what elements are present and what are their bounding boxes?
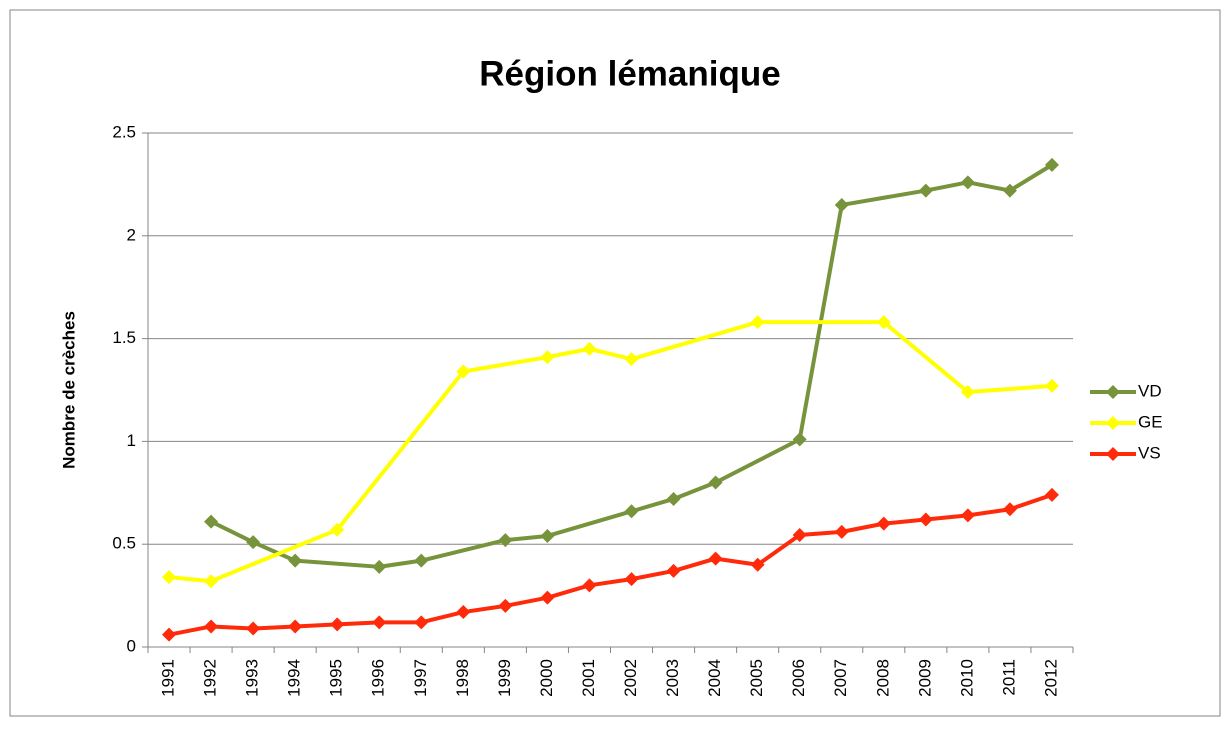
x-tick-label: 1999 <box>495 659 514 697</box>
legend-label: VD <box>1138 381 1162 400</box>
x-tick-label: 2009 <box>915 659 934 697</box>
y-tick-label: 0.5 <box>112 534 136 553</box>
x-tick-label: 1998 <box>453 659 472 697</box>
data-point <box>792 527 807 542</box>
legend-marker <box>1106 385 1120 399</box>
data-point <box>330 617 345 632</box>
data-point <box>1044 157 1059 172</box>
x-tick-label: 2001 <box>579 659 598 697</box>
data-point <box>1044 487 1059 502</box>
data-point <box>1044 378 1059 393</box>
data-point <box>792 432 807 447</box>
legend-label: GE <box>1138 412 1163 431</box>
x-tick-label: 1993 <box>243 659 262 697</box>
y-tick-label: 0 <box>127 636 136 655</box>
data-point <box>624 572 639 587</box>
x-tick-label: 1994 <box>285 659 304 697</box>
data-point <box>1002 183 1017 198</box>
x-tick-label: 2000 <box>537 659 556 697</box>
data-point <box>540 350 555 365</box>
y-tick-label: 1 <box>127 431 136 450</box>
data-point <box>876 315 891 330</box>
data-point <box>246 621 261 636</box>
data-point <box>708 551 723 566</box>
x-tick-label: 1992 <box>201 659 220 697</box>
data-point <box>582 578 597 593</box>
data-point <box>582 341 597 356</box>
data-point <box>204 514 219 529</box>
x-tick-label: 2008 <box>873 659 892 697</box>
legend-marker <box>1106 416 1120 430</box>
data-point <box>162 627 177 642</box>
data-point <box>624 352 639 367</box>
data-point <box>834 197 849 212</box>
data-point <box>372 615 387 630</box>
data-point <box>750 315 765 330</box>
legend-label: VS <box>1138 443 1161 462</box>
data-point <box>204 574 219 589</box>
data-point <box>960 508 975 523</box>
data-point <box>456 364 471 379</box>
data-point <box>498 598 513 613</box>
x-tick-label: 2003 <box>663 659 682 697</box>
data-point <box>624 504 639 519</box>
y-axis-label: Nombre de crèches <box>59 311 78 469</box>
data-point <box>540 528 555 543</box>
x-tick-label: 2005 <box>747 659 766 697</box>
x-tick-label: 2006 <box>789 659 808 697</box>
data-point <box>372 559 387 574</box>
data-point <box>708 475 723 490</box>
data-point <box>918 183 933 198</box>
data-point <box>162 570 177 585</box>
legend-marker <box>1106 447 1120 461</box>
x-tick-label: 1995 <box>327 659 346 697</box>
x-tick-label: 1991 <box>159 659 178 697</box>
data-point <box>960 385 975 400</box>
data-point <box>1002 502 1017 517</box>
series-line <box>210 163 1054 569</box>
data-point <box>330 522 345 537</box>
data-point <box>246 535 261 550</box>
x-tick-label: 2012 <box>1041 659 1060 697</box>
data-point <box>834 524 849 539</box>
data-point <box>750 557 765 572</box>
data-point <box>540 590 555 605</box>
data-point <box>414 615 429 630</box>
data-point <box>960 175 975 190</box>
y-tick-label: 1.5 <box>112 328 136 347</box>
chart-title: Région lémanique <box>479 54 780 93</box>
data-point <box>876 516 891 531</box>
x-tick-label: 1996 <box>369 659 388 697</box>
data-point <box>666 563 681 578</box>
data-point <box>666 491 681 506</box>
x-tick-label: 2011 <box>999 659 1018 696</box>
y-tick-label: 2 <box>127 225 136 244</box>
x-tick-label: 1997 <box>411 659 430 697</box>
x-tick-label: 2010 <box>957 659 976 697</box>
y-tick-label: 2.5 <box>112 122 136 141</box>
data-point <box>288 619 303 634</box>
data-point <box>288 553 303 568</box>
x-tick-label: 2002 <box>621 659 640 697</box>
data-point <box>204 619 219 634</box>
data-point <box>414 553 429 568</box>
chart-border <box>9 9 1221 717</box>
series-line <box>168 492 1053 637</box>
data-point <box>498 533 513 548</box>
data-point <box>918 512 933 527</box>
x-tick-label: 2007 <box>831 659 850 697</box>
data-point <box>456 605 471 620</box>
x-tick-label: 2004 <box>705 659 724 697</box>
